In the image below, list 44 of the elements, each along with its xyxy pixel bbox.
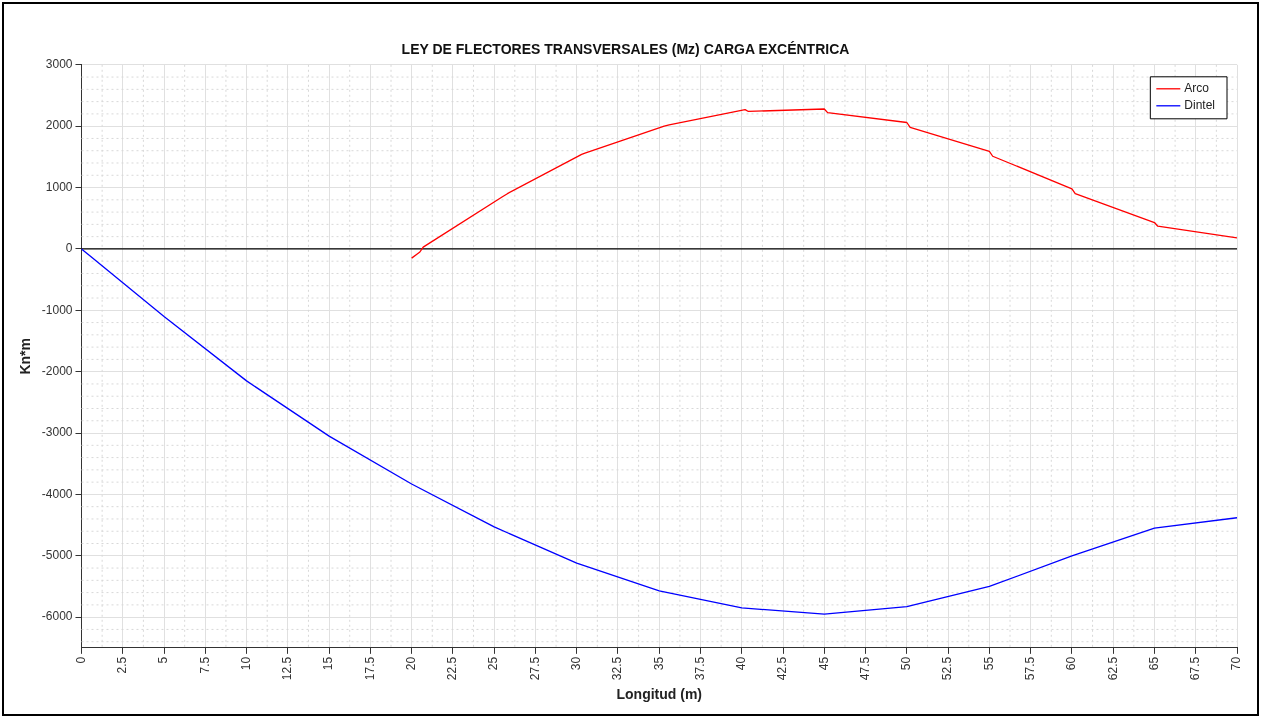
x-tick-label: 22.5 xyxy=(445,656,460,681)
x-tick-label: 27.5 xyxy=(527,656,542,681)
y-axis-title: Kn*m xyxy=(17,338,34,375)
x-tick-label: 67.5 xyxy=(1188,656,1203,681)
y-tick-label: 2000 xyxy=(45,118,73,133)
x-tick-label: 47.5 xyxy=(857,656,872,681)
x-tick-label: 35 xyxy=(651,656,666,671)
x-tick-label: 42.5 xyxy=(775,656,790,681)
x-tick-label: 15 xyxy=(321,656,336,671)
x-tick-label: 62.5 xyxy=(1105,656,1120,681)
y-tick-label: 3000 xyxy=(45,57,73,72)
chart-title: LEY DE FLECTORES TRANSVERSALES (Mz) CARGA EXCÉNTRICA xyxy=(401,41,850,58)
x-tick-label: 2.5 xyxy=(115,656,130,674)
x-tick-label: 70 xyxy=(1229,656,1244,671)
x-tick-label: 32.5 xyxy=(610,656,625,681)
y-tick-label: -3000 xyxy=(41,425,73,440)
x-tick-label: 50 xyxy=(899,656,914,671)
y-tick-label: -1000 xyxy=(41,302,73,317)
y-tick-label: -4000 xyxy=(41,486,73,501)
x-tick-label: 40 xyxy=(734,656,749,671)
x-tick-label: 55 xyxy=(981,656,996,671)
x-tick-label: 17.5 xyxy=(362,656,377,681)
x-tick-label: 5 xyxy=(156,656,171,664)
x-tick-label: 0 xyxy=(73,656,88,664)
x-tick-label: 20 xyxy=(403,656,418,671)
x-tick-label: 60 xyxy=(1064,656,1079,671)
y-tick-label: -6000 xyxy=(41,609,73,624)
x-axis-title: Longitud (m) xyxy=(616,686,703,703)
x-tick-label: 65 xyxy=(1146,656,1161,671)
y-tick-label: -2000 xyxy=(41,363,73,378)
x-tick-label: 12.5 xyxy=(280,656,295,681)
x-tick-label: 52.5 xyxy=(940,656,955,681)
x-tick-label: 57.5 xyxy=(1022,656,1037,681)
x-tick-label: 37.5 xyxy=(692,656,707,681)
legend-label: Dintel xyxy=(1184,98,1216,113)
x-tick-label: 25 xyxy=(486,656,501,671)
y-tick-label: 0 xyxy=(65,241,73,256)
x-tick-label: 30 xyxy=(569,656,584,671)
y-tick-label: -5000 xyxy=(41,548,73,563)
x-tick-label: 7.5 xyxy=(197,656,212,674)
y-tick-label: 1000 xyxy=(45,179,73,194)
legend-label: Arco xyxy=(1184,81,1210,96)
x-tick-label: 10 xyxy=(238,656,253,671)
x-tick-label: 45 xyxy=(816,656,831,671)
